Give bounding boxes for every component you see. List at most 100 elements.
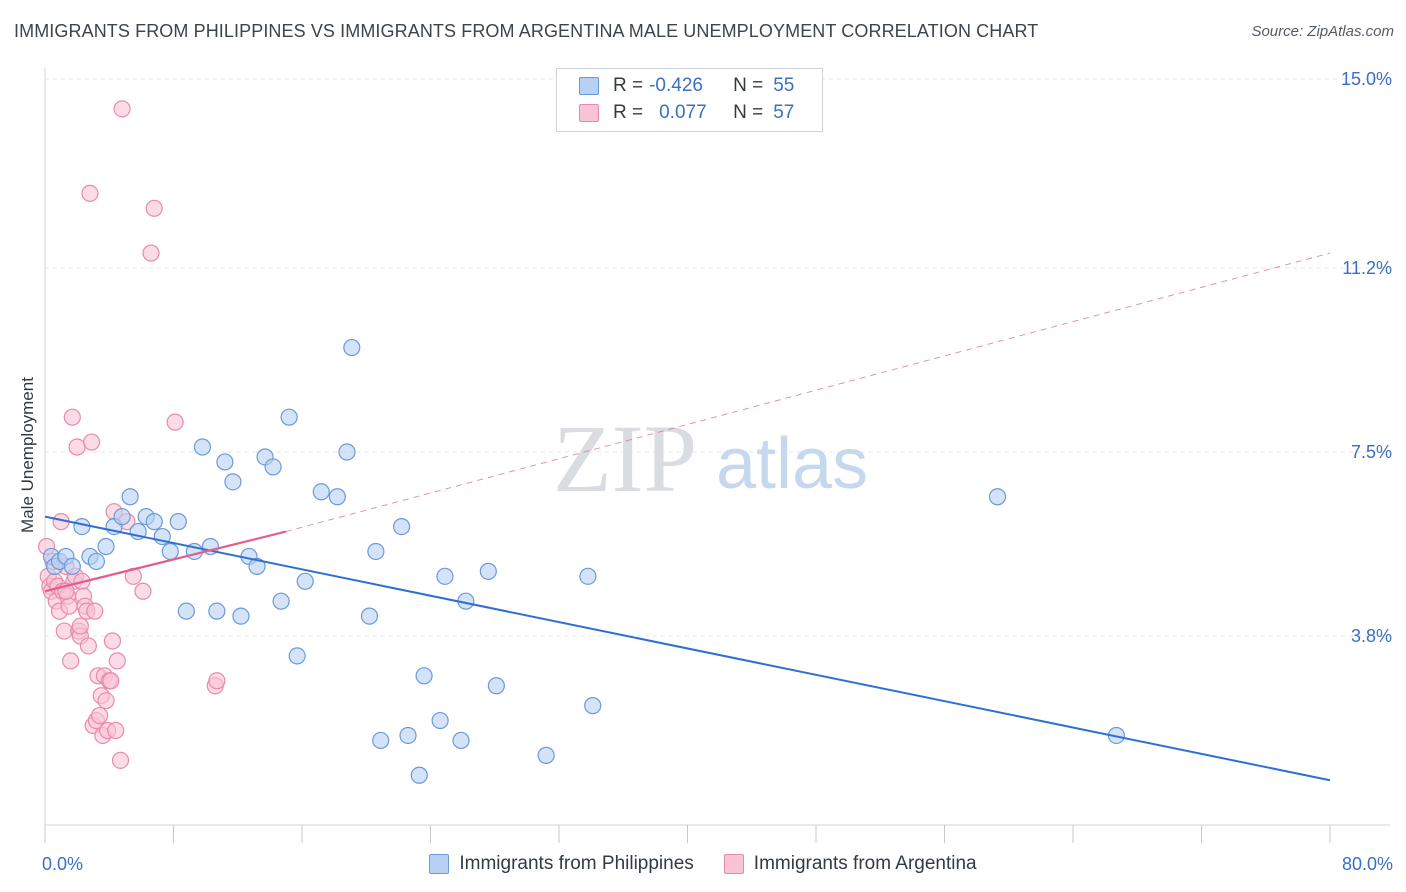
legend-n-value: 57 (773, 102, 795, 123)
legend-r-value: 0.077 (659, 102, 707, 123)
philippines-point (360, 607, 379, 625)
argentina-point (166, 413, 184, 431)
philippines-point (296, 572, 314, 590)
argentina-point (134, 582, 152, 600)
philippines-point (177, 602, 195, 620)
argentina-point (107, 721, 125, 740)
x-tick-label: 80.0% (1342, 854, 1393, 874)
philippines-point (367, 542, 385, 561)
philippines-point (584, 697, 602, 715)
philippines-point (328, 488, 346, 506)
argentina-point (97, 692, 115, 710)
philippines-point (161, 542, 179, 561)
philippines-point (224, 473, 242, 491)
philippines-point (248, 557, 266, 575)
philippines-point (121, 488, 139, 506)
argentina-point (63, 408, 81, 426)
argentina-point (108, 652, 126, 670)
argentina-point (111, 751, 130, 769)
argentina-point (81, 184, 99, 202)
source-credit: Source: ZipAtlas.com (1251, 23, 1394, 40)
philippines-point (87, 552, 106, 571)
argentina-swatch (579, 104, 599, 122)
argentina-point (55, 622, 73, 640)
philippines-point (169, 513, 187, 531)
philippines-point (272, 592, 290, 610)
philippines-point (436, 567, 454, 585)
philippines-point (452, 731, 470, 750)
philippines-point (338, 443, 356, 461)
argentina-point (91, 706, 109, 725)
series-legend-label: Immigrants from Philippines (459, 853, 694, 874)
philippines-point (208, 602, 226, 620)
philippines-point (63, 557, 81, 575)
legend-row-philippines: R = -0.426 N = 55 (579, 73, 794, 99)
y-tick-label: 11.2% (1342, 258, 1392, 278)
legend-r-value: -0.426 (649, 75, 703, 96)
argentina-point (102, 672, 120, 690)
philippines-point (264, 458, 282, 476)
philippines-points (42, 338, 1125, 784)
legend-n-label: N = (733, 102, 764, 123)
axes (44, 68, 1390, 843)
argentina-trend-extension (285, 252, 1331, 533)
philippines-point (372, 731, 390, 750)
philippines-point (113, 508, 131, 526)
philippines-point (343, 338, 361, 357)
argentina-point (71, 617, 89, 635)
philippines-swatch (579, 77, 599, 95)
watermark-atlas: atlas (716, 424, 868, 504)
x-tick-label: 0.0% (42, 854, 83, 874)
philippines-point (537, 746, 555, 764)
series-legend-argentina[interactable]: Immigrants from Argentina (723, 852, 977, 876)
y-tick-label: 7.5% (1351, 442, 1392, 462)
philippines-point (73, 517, 91, 536)
argentina-point (86, 602, 104, 620)
legend-r-label: R = (613, 75, 644, 96)
argentina-trend-line (44, 530, 287, 593)
philippines-point (145, 513, 163, 531)
philippines-point (312, 483, 330, 501)
correlation-legend: R = -0.426 N = 55 R = 0.077 N = 57 (556, 68, 823, 132)
argentina-point (113, 100, 131, 118)
series-legend-label: Immigrants from Argentina (753, 853, 977, 874)
philippines-point (431, 711, 449, 730)
argentina-point (68, 438, 86, 456)
philippines-point (479, 562, 497, 580)
legend-r-label: R = (613, 102, 644, 123)
argentina-point (79, 637, 97, 655)
tick-labels: 3.8% 7.5% 11.2% 15.0% 0.0% 80.0% (42, 69, 1393, 874)
series-legend: Immigrants from Philippines Immigrants f… (0, 852, 1406, 876)
argentina-point (60, 597, 78, 615)
trend-lines (44, 252, 1331, 782)
philippines-point (193, 438, 212, 456)
y-tick-label: 3.8% (1351, 626, 1392, 646)
philippines-swatch (429, 854, 450, 874)
philippines-point (280, 408, 298, 426)
watermark-zip: ZIP (553, 405, 697, 512)
philippines-point (97, 537, 115, 556)
philippines-point (288, 647, 306, 665)
argentina-point (82, 433, 101, 451)
watermark: ZIP atlas (553, 405, 868, 512)
series-legend-philippines[interactable]: Immigrants from Philippines (429, 852, 694, 876)
argentina-point (208, 672, 226, 690)
argentina-point (103, 632, 122, 650)
argentina-point (142, 244, 160, 262)
argentina-point (62, 652, 80, 670)
philippines-trend-line (44, 515, 1331, 782)
y-tick-label: 15.0% (1341, 69, 1392, 89)
legend-n-label: N = (733, 75, 764, 96)
argentina-point (145, 199, 163, 217)
philippines-point (415, 667, 433, 685)
chart-title: IMMIGRANTS FROM PHILIPPINES VS IMMIGRANT… (14, 21, 1039, 41)
philippines-point (410, 766, 428, 784)
philippines-point (579, 567, 597, 585)
legend-n-value: 55 (773, 75, 795, 96)
philippines-point (399, 726, 417, 745)
philippines-point (988, 488, 1007, 506)
philippines-point (216, 453, 234, 471)
philippines-point (232, 607, 250, 625)
argentina-points (38, 100, 226, 769)
